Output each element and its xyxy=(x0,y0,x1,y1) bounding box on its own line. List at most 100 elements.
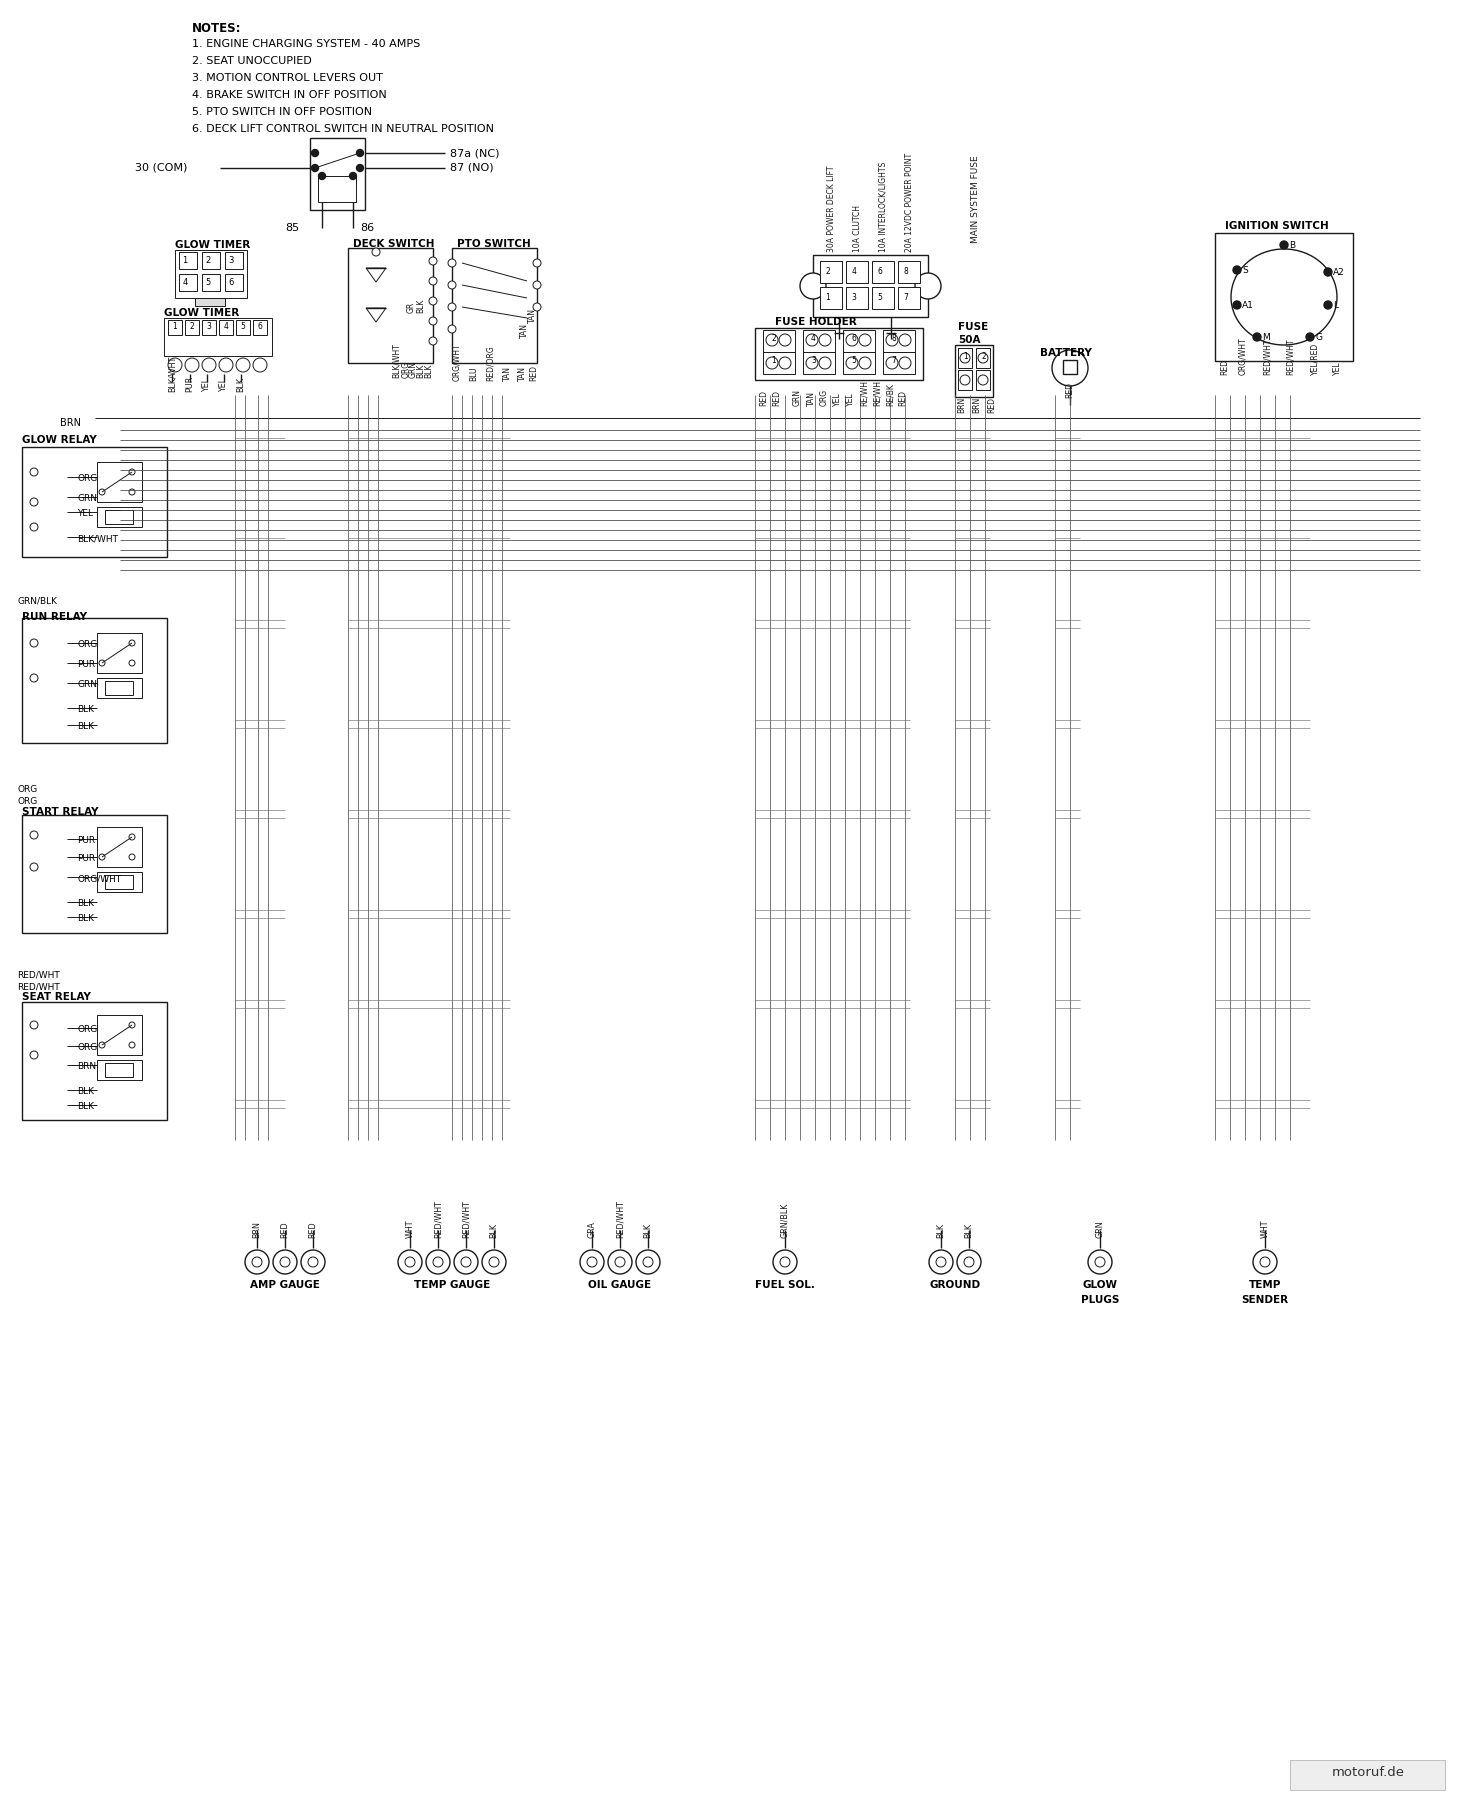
Circle shape xyxy=(800,274,826,299)
Text: 85: 85 xyxy=(285,223,300,232)
Text: ORG: ORG xyxy=(77,1042,98,1051)
Text: 3: 3 xyxy=(206,322,212,331)
Bar xyxy=(164,319,272,356)
Circle shape xyxy=(129,470,135,475)
Bar xyxy=(219,320,232,335)
Text: BLK: BLK xyxy=(937,1222,946,1238)
Circle shape xyxy=(219,358,232,373)
Circle shape xyxy=(447,259,456,266)
Circle shape xyxy=(281,1256,289,1267)
Circle shape xyxy=(1088,1249,1113,1274)
Circle shape xyxy=(428,317,437,326)
Circle shape xyxy=(961,353,969,364)
Polygon shape xyxy=(366,308,386,322)
Text: BLK: BLK xyxy=(965,1222,974,1238)
Text: 2. SEAT UNOCCUPIED: 2. SEAT UNOCCUPIED xyxy=(192,56,311,67)
Bar xyxy=(883,353,915,374)
Text: PUR: PUR xyxy=(77,661,95,670)
Text: M: M xyxy=(1262,333,1270,342)
Text: IGNITION SWITCH: IGNITION SWITCH xyxy=(1225,221,1329,230)
Circle shape xyxy=(819,356,830,369)
Circle shape xyxy=(99,661,105,666)
Circle shape xyxy=(978,374,988,385)
Text: RUN RELAY: RUN RELAY xyxy=(22,612,88,623)
Circle shape xyxy=(235,358,250,373)
Text: PLUGS: PLUGS xyxy=(1080,1294,1120,1305)
Text: MAIN SYSTEM FUSE: MAIN SYSTEM FUSE xyxy=(971,155,980,243)
Circle shape xyxy=(99,1042,105,1048)
Circle shape xyxy=(308,1256,319,1267)
Circle shape xyxy=(31,524,38,531)
Text: 3. MOTION CONTROL LEVERS OUT: 3. MOTION CONTROL LEVERS OUT xyxy=(192,74,383,83)
Text: ORG: ORG xyxy=(402,360,411,378)
Text: RED/WHT: RED/WHT xyxy=(1285,338,1294,374)
Bar xyxy=(96,871,142,893)
Circle shape xyxy=(31,832,38,839)
Circle shape xyxy=(447,302,456,311)
Text: ORG: ORG xyxy=(77,473,98,482)
Bar xyxy=(310,139,366,211)
Circle shape xyxy=(357,164,364,171)
Text: 10A CLUTCH: 10A CLUTCH xyxy=(852,205,861,252)
Bar xyxy=(22,815,167,932)
Text: 2: 2 xyxy=(981,353,985,362)
Bar xyxy=(105,509,133,524)
Bar xyxy=(813,256,928,317)
Circle shape xyxy=(99,853,105,860)
Bar xyxy=(225,252,243,268)
Circle shape xyxy=(1053,349,1088,385)
Text: 87a (NC): 87a (NC) xyxy=(450,148,500,158)
Bar xyxy=(178,274,197,292)
Text: SEAT RELAY: SEAT RELAY xyxy=(22,992,91,1003)
Text: BLK: BLK xyxy=(417,364,425,378)
Text: ORG/WHT: ORG/WHT xyxy=(1238,337,1247,374)
Circle shape xyxy=(899,335,911,346)
Text: B: B xyxy=(1289,241,1295,250)
Circle shape xyxy=(928,1249,953,1274)
Bar xyxy=(846,286,868,310)
Text: 5: 5 xyxy=(205,277,211,286)
Text: 30 (COM): 30 (COM) xyxy=(135,164,187,173)
Circle shape xyxy=(936,1256,946,1267)
Circle shape xyxy=(129,661,135,666)
Bar xyxy=(871,261,893,283)
Circle shape xyxy=(168,358,181,373)
Text: PTO SWITCH: PTO SWITCH xyxy=(458,239,531,248)
Circle shape xyxy=(99,490,105,495)
Text: ORG: ORG xyxy=(18,797,37,806)
Text: TAN: TAN xyxy=(503,365,512,382)
Circle shape xyxy=(461,1256,471,1267)
Text: 6: 6 xyxy=(877,266,883,275)
Text: ORG/WHT: ORG/WHT xyxy=(453,344,462,382)
Circle shape xyxy=(31,862,38,871)
Circle shape xyxy=(643,1256,654,1267)
Text: PUR: PUR xyxy=(186,376,194,392)
Text: TAN: TAN xyxy=(518,365,526,382)
Text: 87 (NO): 87 (NO) xyxy=(450,164,494,173)
Circle shape xyxy=(899,356,911,369)
Ellipse shape xyxy=(1231,248,1338,346)
Text: FUSE: FUSE xyxy=(958,322,988,331)
Bar xyxy=(1215,232,1352,362)
Text: 30A POWER DECK LIFT: 30A POWER DECK LIFT xyxy=(826,166,835,252)
Text: 1: 1 xyxy=(963,353,968,362)
Bar xyxy=(820,261,842,283)
Text: WHT: WHT xyxy=(405,1220,415,1238)
Circle shape xyxy=(405,1256,415,1267)
Circle shape xyxy=(186,358,199,373)
Bar xyxy=(96,826,142,868)
Circle shape xyxy=(129,641,135,646)
Bar xyxy=(175,250,247,299)
Circle shape xyxy=(915,274,942,299)
Text: 4: 4 xyxy=(811,335,816,344)
Bar xyxy=(846,261,868,283)
Text: 4: 4 xyxy=(183,277,187,286)
Text: PUR: PUR xyxy=(77,853,95,862)
Circle shape xyxy=(311,149,319,157)
Text: motoruf.de: motoruf.de xyxy=(1332,1766,1405,1778)
Text: GLOW RELAY: GLOW RELAY xyxy=(22,436,96,445)
Text: 1. ENGINE CHARGING SYSTEM - 40 AMPS: 1. ENGINE CHARGING SYSTEM - 40 AMPS xyxy=(192,40,420,49)
Circle shape xyxy=(31,1021,38,1030)
Bar xyxy=(958,371,972,391)
Text: ORG: ORG xyxy=(820,389,829,407)
